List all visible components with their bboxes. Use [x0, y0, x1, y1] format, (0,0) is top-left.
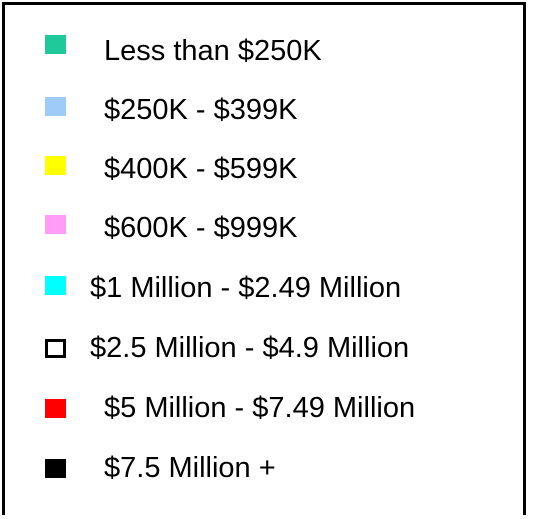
legend-item-400k-599k: $400K - $599K	[5, 149, 523, 189]
legend-swatch	[45, 399, 66, 418]
legend-label: $2.5 Million - $4.9 Million	[90, 332, 410, 364]
legend-swatch	[45, 276, 66, 295]
legend-item-600k-999k: $600K - $999K	[5, 208, 523, 248]
legend-swatch	[45, 215, 66, 234]
legend-label: $1 Million - $2.49 Million	[90, 272, 402, 304]
legend-label: $400K - $599K	[104, 153, 298, 185]
legend-swatch	[45, 459, 66, 478]
legend-box: Less than $250K $250K - $399K $400K - $5…	[2, 2, 526, 515]
legend-swatch	[45, 97, 66, 116]
legend-label: Less than $250K	[104, 35, 322, 67]
legend-item-less-than-250k: Less than $250K	[5, 31, 523, 71]
legend-label: $600K - $999K	[104, 212, 298, 244]
legend-item-250k-399k: $250K - $399K	[5, 90, 523, 130]
legend-item-7-5m-plus: $7.5 Million +	[5, 448, 523, 488]
legend-swatch	[45, 35, 66, 54]
legend-label: $7.5 Million +	[104, 452, 276, 484]
legend-swatch	[45, 156, 66, 175]
legend-item-1m-2-49m: $1 Million - $2.49 Million	[5, 268, 523, 308]
legend-swatch	[45, 339, 66, 358]
legend-item-2-5m-4-9m: $2.5 Million - $4.9 Million	[5, 328, 523, 368]
legend-label: $250K - $399K	[104, 94, 298, 126]
legend-item-5m-7-49m: $5 Million - $7.49 Million	[5, 388, 523, 428]
legend-label: $5 Million - $7.49 Million	[104, 392, 416, 424]
